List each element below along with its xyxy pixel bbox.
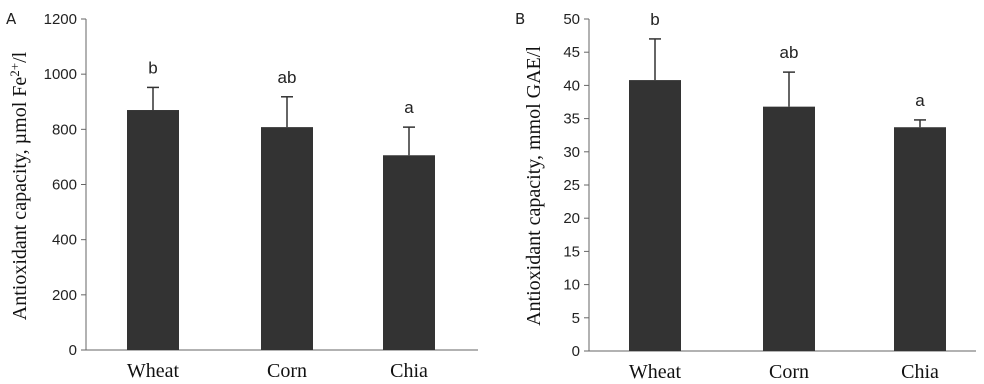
panel-b-y-tick-label: 25 [563, 177, 580, 194]
panel-b-category-label: Corn [769, 361, 809, 383]
panel-a: A Antioxidant capacity, µmol Fe2+/l 0 200… [6, 10, 478, 382]
panel-a-bar-chia [383, 155, 435, 350]
panel-b-plot-area: 0 5 10 15 20 25 30 35 40 45 50 b Wheat ab Corn a Chia [563, 10, 976, 383]
panel-b-y-tick-label: 35 [563, 111, 580, 128]
panel-b-y-tick-label: 10 [563, 277, 580, 294]
panel-a-y-tick-label: 1000 [44, 66, 77, 83]
panel-a-bar-wheat [127, 110, 179, 351]
panel-b-y-tick-label: 45 [563, 44, 580, 61]
panel-a-ylabel-sup: 2+ [7, 63, 22, 77]
panel-a-y-tick-label: 0 [69, 342, 77, 359]
panel-b-bar-wheat [629, 80, 681, 351]
panel-a-y-axis-title: Antioxidant capacity, µmol Fe2+/l [7, 51, 32, 320]
panel-b-y-tick-label: 15 [563, 243, 580, 260]
panel-a-y-tick-label: 800 [52, 121, 77, 138]
panel-a-category-label: Corn [267, 360, 307, 382]
panel-a-category-label: Wheat [127, 360, 180, 382]
panel-a-letter: A [6, 10, 17, 28]
panel-b-significance-label: b [650, 10, 659, 29]
panel-a-ylabel-tail: /l [9, 51, 31, 63]
panel-a-y-tick-label: 200 [52, 287, 77, 304]
panel-a-bar-corn [261, 127, 313, 350]
panel-a-ylabel-main: Antioxidant capacity, µmol Fe [9, 77, 31, 321]
panel-b-category-label: Chia [901, 361, 939, 383]
panel-b-y-tick-label: 30 [563, 144, 580, 161]
panel-b-significance-label: ab [780, 43, 799, 62]
panel-b-significance-label: a [915, 91, 925, 110]
panel-b-y-tick-label: 0 [572, 343, 580, 360]
panel-b-bar-corn [763, 106, 815, 351]
panel-b-y-axis-title: Antioxidant capacity, mmol GAE/l [523, 46, 545, 326]
panel-a-significance-label: ab [278, 68, 297, 87]
panel-b: B Antioxidant capacity, mmol GAE/l 0 5 10 1… [515, 10, 976, 383]
panel-b-y-tick-label: 20 [563, 210, 580, 227]
panel-a-category-label: Chia [390, 360, 428, 382]
panel-a-y-tick-label: 600 [52, 177, 77, 194]
panel-a-y-tick-label: 400 [52, 232, 77, 249]
panel-a-plot-area: 0 200 400 600 800 1000 1200 b Wheat ab Corn a Chia [44, 11, 478, 382]
panel-a-significance-label: a [404, 98, 414, 117]
panel-a-y-tick-label: 1200 [44, 11, 77, 28]
panel-a-significance-label: b [148, 58, 157, 77]
panel-b-y-tick-label: 5 [572, 310, 580, 327]
panel-b-letter: B [515, 10, 525, 28]
panel-b-bar-chia [894, 127, 946, 352]
panel-b-y-tick-label: 50 [563, 11, 580, 28]
panel-b-category-label: Wheat [629, 361, 682, 383]
panel-b-y-tick-label: 40 [563, 77, 580, 94]
